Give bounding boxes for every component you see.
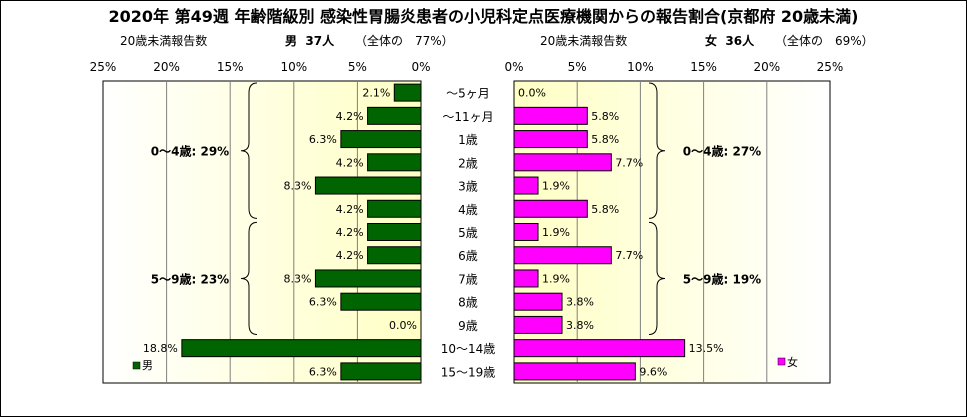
age-category-label: 3歳 — [458, 180, 478, 194]
female-tick-label: 25% — [817, 60, 844, 74]
male-bar — [340, 130, 422, 149]
male-tick-label: 0% — [411, 60, 430, 74]
female-bar — [513, 292, 563, 311]
female-header-share: （全体の 69%） — [775, 34, 874, 48]
female-bar — [513, 106, 588, 125]
male-data-label: 4.2% — [336, 110, 364, 123]
female-header-summary: 女 36人 — [705, 32, 754, 49]
age-category-label: 8歳 — [458, 296, 478, 310]
male-bar — [367, 199, 422, 218]
male-data-label: 6.3% — [309, 365, 337, 378]
male-legend-label: 男 — [142, 359, 153, 372]
female-data-label: 5.8% — [591, 110, 619, 123]
female-bar — [513, 362, 636, 381]
male-header-share: （全体の 77%） — [355, 34, 454, 48]
male-tick-label: 10% — [280, 60, 307, 74]
male-header-sub: 20歳未満報告数 — [120, 34, 208, 48]
male-header-count: 37人 — [305, 34, 335, 48]
female-bar — [513, 269, 539, 288]
male-bar — [367, 153, 422, 172]
age-category-label: ～11ヶ月 — [442, 110, 493, 124]
male-data-label: 0.0% — [389, 319, 417, 332]
male-data-label: 8.3% — [283, 180, 311, 193]
female-bar — [513, 153, 612, 172]
male-data-label: 18.8% — [143, 342, 178, 355]
male-data-label: 2.1% — [362, 87, 390, 100]
age-category-label: 6歳 — [458, 249, 478, 263]
female-data-label: 1.9% — [542, 226, 570, 239]
male-data-label: 4.2% — [336, 156, 364, 169]
male-bar — [340, 292, 422, 311]
male-legend-swatch — [132, 361, 141, 370]
female-bar — [513, 130, 588, 149]
female-data-label: 0.0% — [518, 87, 546, 100]
male-tick-label: 15% — [217, 60, 244, 74]
female-bar — [513, 223, 539, 241]
female-age-group-label: 5～9歳: 19% — [683, 271, 761, 286]
male-tick-label: 20% — [153, 60, 180, 74]
chart-title: 2020年 第49週 年齢階級別 感染性胃腸炎患者の小児科定点医療機関からの報告… — [108, 7, 859, 26]
female-tick-label: 5% — [568, 60, 587, 74]
female-bar — [513, 339, 686, 358]
age-category-label: 1歳 — [458, 133, 478, 147]
female-bar — [513, 176, 539, 195]
female-tick-label: 20% — [753, 60, 780, 74]
male-tick-label: 25% — [90, 60, 117, 74]
age-category-label: ～5ヶ月 — [446, 87, 490, 101]
male-tick-label: 5% — [348, 60, 367, 74]
male-age-group-label: 0～4歳: 29% — [151, 144, 229, 159]
age-category-label: 2歳 — [458, 156, 478, 170]
male-bar — [314, 176, 422, 195]
male-header-label: 男 — [285, 34, 298, 48]
female-header-sub: 20歳未満報告数 — [540, 34, 628, 48]
male-data-label: 8.3% — [283, 272, 311, 285]
female-age-group-bracket — [648, 82, 666, 219]
male-bar — [181, 339, 422, 358]
female-tick-label: 15% — [690, 60, 717, 74]
male-age-group-bracket — [240, 221, 258, 336]
age-category-label: 4歳 — [458, 203, 478, 217]
female-legend-label: 女 — [787, 355, 798, 369]
female-age-group-label: 0～4歳: 27% — [683, 144, 761, 159]
female-bar — [513, 246, 612, 265]
age-category-label: 7歳 — [458, 272, 478, 286]
male-data-label: 6.3% — [309, 133, 337, 146]
female-data-label: 7.7% — [615, 156, 643, 169]
male-bar — [367, 223, 422, 241]
age-category-label: 5歳 — [458, 226, 478, 240]
male-bar — [367, 106, 422, 125]
male-data-label: 4.2% — [336, 203, 364, 216]
female-data-label: 5.8% — [591, 203, 619, 216]
female-header-count: 36人 — [725, 34, 755, 48]
female-bar — [513, 199, 588, 218]
female-tick-label: 0% — [504, 60, 523, 74]
male-bar — [393, 83, 422, 102]
female-legend-swatch — [777, 357, 786, 366]
female-header-label: 女 — [705, 34, 718, 48]
female-tick-label: 10% — [627, 60, 654, 74]
male-data-label: 4.2% — [336, 249, 364, 262]
age-category-label: 15～19歳 — [441, 365, 496, 379]
female-data-label: 5.8% — [591, 133, 619, 146]
male-data-label: 4.2% — [336, 226, 364, 239]
female-age-group-bracket — [648, 221, 666, 336]
female-data-label: 9.6% — [639, 365, 667, 378]
female-data-label: 1.9% — [542, 272, 570, 285]
age-category-label: 9歳 — [458, 319, 478, 333]
female-data-label: 7.7% — [615, 249, 643, 262]
male-bar — [314, 269, 422, 288]
female-data-label: 13.5% — [689, 342, 724, 355]
female-data-label: 3.8% — [566, 319, 594, 332]
male-bar — [340, 362, 422, 381]
male-header-summary: 男 37人 — [285, 32, 334, 49]
female-data-label: 1.9% — [542, 180, 570, 193]
age-category-label: 10～14歳 — [441, 342, 496, 356]
female-bar — [513, 315, 563, 334]
male-age-group-bracket — [240, 82, 258, 219]
male-age-group-label: 5～9歳: 23% — [151, 271, 229, 286]
female-data-label: 3.8% — [566, 296, 594, 309]
male-data-label: 6.3% — [309, 296, 337, 309]
male-bar — [367, 246, 422, 265]
